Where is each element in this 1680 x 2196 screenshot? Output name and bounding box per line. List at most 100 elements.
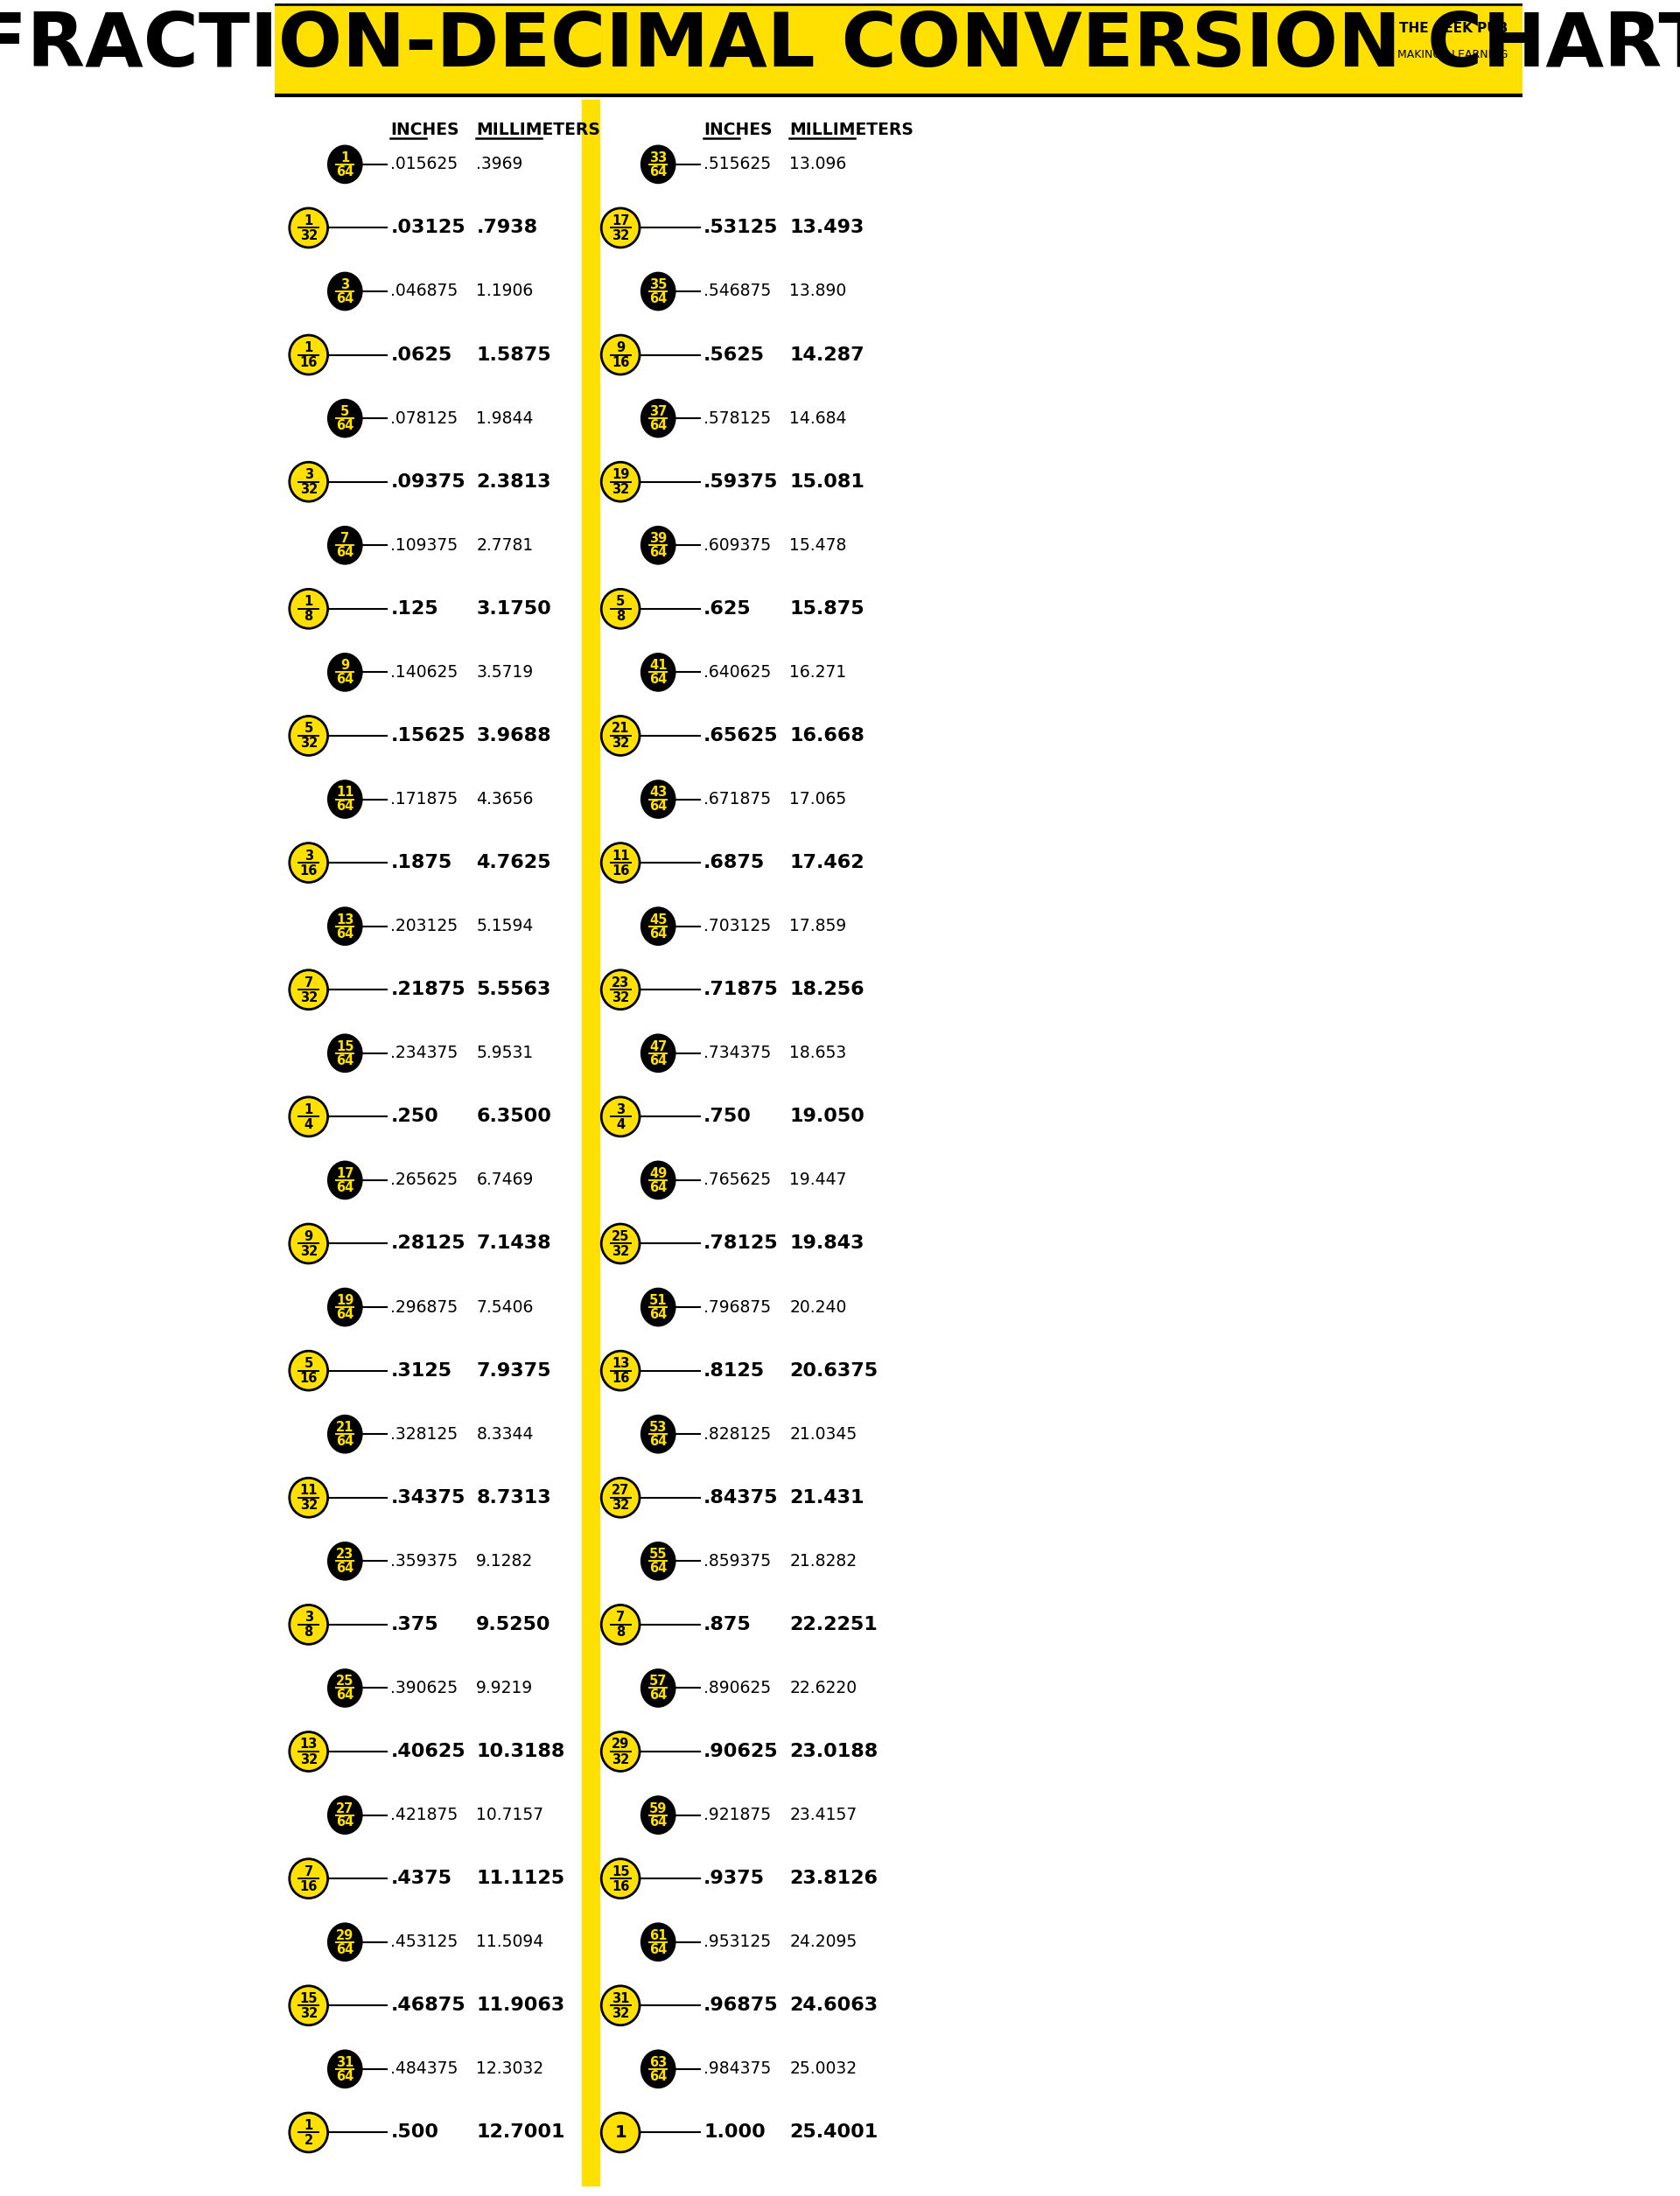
Ellipse shape — [289, 843, 328, 883]
Ellipse shape — [601, 461, 640, 501]
Text: .250: .250 — [390, 1109, 438, 1124]
Text: 32: 32 — [612, 483, 630, 496]
Text: 41: 41 — [648, 659, 667, 672]
Text: 32: 32 — [299, 1245, 318, 1258]
Ellipse shape — [328, 1034, 361, 1072]
Text: 37: 37 — [650, 404, 667, 417]
Text: 8.3344: 8.3344 — [475, 1425, 534, 1443]
Text: 13: 13 — [612, 1357, 630, 1370]
Text: 23.0188: 23.0188 — [790, 1744, 879, 1761]
Text: 32: 32 — [299, 1752, 318, 1766]
Text: 17.065: 17.065 — [790, 791, 847, 808]
Text: 5: 5 — [617, 595, 625, 608]
Text: 15: 15 — [612, 1864, 630, 1878]
Text: .9375: .9375 — [704, 1869, 764, 1886]
Ellipse shape — [601, 843, 640, 883]
Text: .5625: .5625 — [704, 347, 764, 365]
Text: .796875: .796875 — [704, 1298, 771, 1315]
Text: .46875: .46875 — [390, 1996, 465, 2014]
Text: 18.653: 18.653 — [790, 1045, 847, 1061]
Ellipse shape — [642, 654, 675, 690]
Text: 32: 32 — [612, 1500, 630, 1513]
Text: .703125: .703125 — [704, 918, 771, 935]
Text: 20.240: 20.240 — [790, 1298, 847, 1315]
Text: .7938: .7938 — [475, 220, 538, 237]
Text: 3.5719: 3.5719 — [475, 663, 533, 681]
Text: 3: 3 — [304, 468, 312, 481]
Text: .65625: .65625 — [704, 727, 778, 744]
Text: .859375: .859375 — [704, 1553, 771, 1570]
Text: 5: 5 — [304, 1357, 312, 1370]
Text: .640625: .640625 — [704, 663, 771, 681]
Text: 57: 57 — [648, 1676, 667, 1689]
Text: 5: 5 — [341, 404, 349, 417]
Text: .750: .750 — [704, 1109, 751, 1124]
Ellipse shape — [601, 209, 640, 248]
Text: .28125: .28125 — [390, 1234, 465, 1252]
Ellipse shape — [328, 782, 361, 817]
Text: 64: 64 — [650, 165, 667, 178]
Ellipse shape — [642, 1669, 675, 1706]
Text: 25.0032: 25.0032 — [790, 2060, 857, 2077]
Ellipse shape — [289, 716, 328, 755]
Text: 21.8282: 21.8282 — [790, 1553, 857, 1570]
Text: 1: 1 — [304, 2119, 312, 2132]
Text: 8: 8 — [304, 1625, 312, 1638]
Text: 59: 59 — [648, 1803, 667, 1816]
Text: 3: 3 — [617, 1102, 625, 1116]
Text: .546875: .546875 — [704, 283, 771, 299]
Text: 64: 64 — [336, 2071, 354, 2084]
Text: 16: 16 — [299, 1880, 318, 1893]
Ellipse shape — [642, 1924, 675, 1961]
Ellipse shape — [601, 1985, 640, 2025]
Text: 19.843: 19.843 — [790, 1234, 864, 1252]
Text: 32: 32 — [299, 990, 318, 1004]
Text: 14.684: 14.684 — [790, 411, 847, 426]
Text: 63: 63 — [650, 2055, 667, 2069]
Text: 24.2095: 24.2095 — [790, 1935, 857, 1950]
Text: 2: 2 — [304, 2135, 312, 2148]
Text: .78125: .78125 — [704, 1234, 778, 1252]
Text: .90625: .90625 — [704, 1744, 778, 1761]
Text: 13: 13 — [299, 1737, 318, 1750]
Text: 51: 51 — [648, 1293, 667, 1307]
Ellipse shape — [328, 400, 361, 437]
Text: 64: 64 — [650, 547, 667, 560]
Text: 22.6220: 22.6220 — [790, 1680, 857, 1695]
Text: 64: 64 — [650, 1181, 667, 1195]
Text: 43: 43 — [650, 786, 667, 799]
Text: 17.462: 17.462 — [790, 854, 864, 872]
Text: THE GEEK PUB: THE GEEK PUB — [1399, 22, 1509, 35]
Text: .109375: .109375 — [390, 538, 459, 553]
Ellipse shape — [642, 1796, 675, 1834]
Text: .84375: .84375 — [704, 1489, 778, 1506]
Ellipse shape — [289, 461, 328, 501]
Text: .390625: .390625 — [390, 1680, 459, 1695]
Ellipse shape — [601, 716, 640, 755]
Text: 64: 64 — [650, 927, 667, 940]
Text: MILLIMETERS: MILLIMETERS — [790, 121, 914, 138]
Text: .203125: .203125 — [390, 918, 459, 935]
Text: 1: 1 — [304, 215, 312, 228]
Text: 8: 8 — [617, 1625, 625, 1638]
Text: .453125: .453125 — [390, 1935, 459, 1950]
Text: .890625: .890625 — [704, 1680, 771, 1695]
Text: 9: 9 — [341, 659, 349, 672]
Ellipse shape — [601, 971, 640, 1010]
Ellipse shape — [289, 2113, 328, 2152]
Ellipse shape — [289, 1858, 328, 1897]
Ellipse shape — [289, 336, 328, 376]
Text: .734375: .734375 — [704, 1045, 771, 1061]
Ellipse shape — [642, 907, 675, 944]
Ellipse shape — [328, 1796, 361, 1834]
Ellipse shape — [289, 1478, 328, 1517]
Text: 64: 64 — [650, 1561, 667, 1575]
Text: 21.431: 21.431 — [790, 1489, 864, 1506]
Text: .671875: .671875 — [704, 791, 771, 808]
Text: 3: 3 — [341, 279, 349, 292]
Text: 64: 64 — [650, 799, 667, 813]
Text: .421875: .421875 — [390, 1807, 459, 1823]
Text: .59375: .59375 — [704, 472, 778, 490]
Text: .359375: .359375 — [390, 1553, 459, 1570]
Text: 6.3500: 6.3500 — [475, 1109, 551, 1124]
